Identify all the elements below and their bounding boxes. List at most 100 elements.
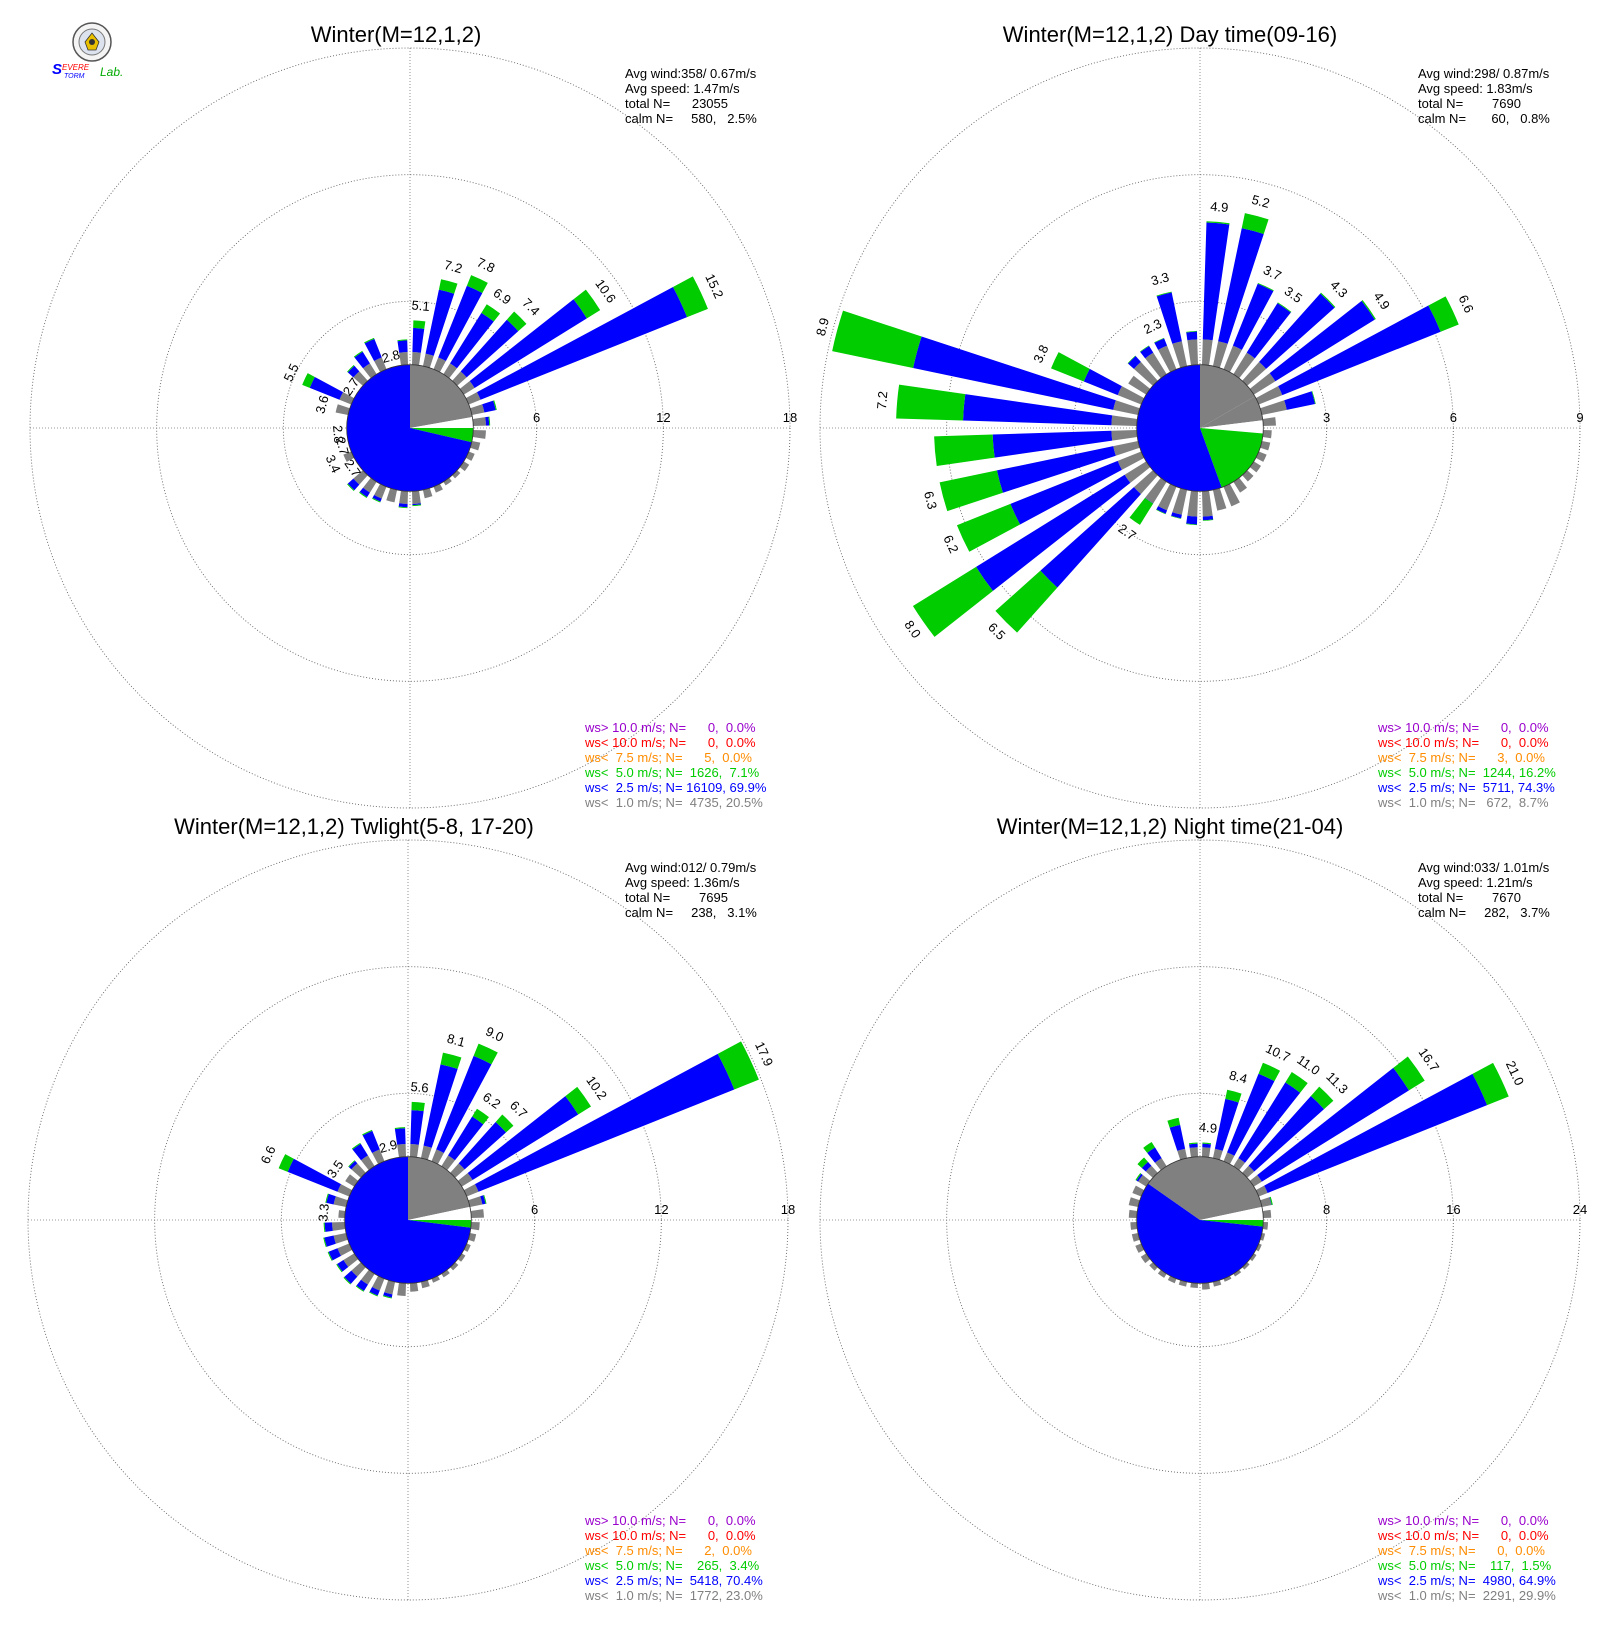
sector-label: 8.0 bbox=[901, 617, 924, 640]
bar-segment-lt1 bbox=[452, 470, 461, 479]
sector-bar-165 bbox=[420, 1280, 430, 1289]
sector-bar-55: 10.2 bbox=[457, 1073, 610, 1187]
bar-segment-lt5 bbox=[1393, 1056, 1425, 1091]
bar-segment-lt2_5 bbox=[1257, 1067, 1409, 1182]
bar-segment-lt1 bbox=[1255, 451, 1267, 462]
sector-bar-55: 4.9 bbox=[1249, 289, 1393, 395]
stats-line: Avg wind:358/ 0.67m/s bbox=[625, 66, 757, 81]
bar-segment-lt1 bbox=[1124, 461, 1151, 483]
windrose-panel-3: 6 12 185.68.1 9.06.2 6.710.217.93.36.63.52.9… bbox=[27, 814, 795, 1603]
sector-bar-35: 6.2 bbox=[441, 1089, 503, 1171]
ring-label: 6 bbox=[531, 1202, 538, 1217]
bar-segment-lt2_5 bbox=[425, 289, 455, 356]
center-pie-slice bbox=[408, 1206, 472, 1220]
bar-segment-lt2_5 bbox=[1202, 222, 1230, 341]
center-pie-slice bbox=[1200, 364, 1255, 428]
bar-segment-lt5 bbox=[369, 1291, 378, 1297]
bar-segment-lt1 bbox=[452, 371, 467, 386]
sector-bar-135 bbox=[452, 470, 461, 479]
center-pie-slice bbox=[1136, 1183, 1263, 1284]
stats-line: Avg speed: 1.83m/s bbox=[1418, 81, 1533, 96]
bar-segment-lt1 bbox=[1223, 1275, 1232, 1282]
bar-segment-lt5 bbox=[347, 483, 355, 491]
stats-line: total N= 23055 bbox=[625, 96, 728, 111]
bar-segment-lt2_5 bbox=[324, 1222, 333, 1232]
bar-segment-lt5 bbox=[1320, 292, 1336, 308]
bar-segment-lt1 bbox=[1128, 1209, 1138, 1219]
sector-bar-345: 3.3 bbox=[1149, 269, 1188, 368]
sector-label: 17.9 bbox=[752, 1039, 776, 1068]
center-pie-slice bbox=[1200, 396, 1263, 428]
sector-bar-95 bbox=[1262, 1221, 1269, 1230]
bar-segment-lt2_5 bbox=[397, 340, 408, 353]
bar-segment-lt5 bbox=[1186, 330, 1197, 333]
bar-segment-lt1 bbox=[433, 357, 446, 373]
bar-segment-lt5 bbox=[362, 1129, 373, 1136]
bar-segment-lt5 bbox=[1137, 1157, 1148, 1168]
sector-bar-115 bbox=[463, 1243, 471, 1252]
sector-bar-175 bbox=[1201, 490, 1214, 521]
bar-segment-lt2_5 bbox=[412, 327, 425, 353]
bar-segment-lt2_5 bbox=[1010, 460, 1122, 525]
sector-label: 6.6 bbox=[1456, 293, 1477, 316]
legend-entry: ws< 2.5 m/s; N= 4980, 64.9% bbox=[1377, 1573, 1556, 1588]
bar-segment-lt5 bbox=[343, 1277, 351, 1285]
sector-bar-15: 8.1 bbox=[420, 1031, 467, 1160]
center-pie-slice bbox=[408, 1220, 472, 1228]
bar-segment-lt1 bbox=[1233, 1269, 1242, 1277]
sector-bar-125 bbox=[1249, 461, 1262, 473]
bar-segment-lt1 bbox=[1187, 490, 1199, 517]
legend-entry: ws< 5.0 m/s; N= 1244, 16.2% bbox=[1377, 765, 1556, 780]
sector-bar-205 bbox=[369, 1275, 385, 1297]
frequency-ring bbox=[819, 47, 1581, 809]
legend-entry: ws< 2.5 m/s; N= 16109, 69.9% bbox=[584, 780, 767, 795]
bar-segment-lt2_5 bbox=[480, 1195, 486, 1205]
bar-segment-lt1 bbox=[1128, 375, 1151, 395]
sector-bar-85 bbox=[1262, 417, 1276, 427]
sector-label: 7.2 bbox=[443, 257, 464, 276]
frequency-ring bbox=[946, 966, 1454, 1474]
bar-segment-lt1 bbox=[1172, 341, 1188, 368]
sector-bar-335 bbox=[364, 337, 387, 373]
bar-segment-lt1 bbox=[441, 1155, 455, 1171]
sector-label: 5.5 bbox=[280, 361, 301, 384]
bar-segment-lt2_5 bbox=[976, 474, 1131, 591]
sector-bar-285 bbox=[325, 1193, 348, 1208]
sector-bar-125 bbox=[459, 461, 470, 472]
center-pie-slice bbox=[1200, 428, 1264, 488]
sector-bar-205 bbox=[1167, 1275, 1177, 1284]
bar-segment-lt5 bbox=[347, 365, 355, 373]
svg-text:S: S bbox=[52, 61, 62, 78]
bar-segment-lt1 bbox=[1145, 477, 1167, 504]
bar-segment-lt5 bbox=[912, 566, 993, 637]
bar-segment-lt2_5 bbox=[326, 1193, 336, 1205]
bar-segment-lt5 bbox=[355, 1285, 365, 1292]
sector-bar-65: 17.9 bbox=[463, 1039, 776, 1197]
legend-entry: ws< 1.0 m/s; N= 672, 8.7% bbox=[1377, 795, 1549, 810]
bar-segment-lt5 bbox=[573, 289, 601, 319]
bar-segment-lt5 bbox=[364, 337, 375, 344]
bar-segment-lt5 bbox=[1277, 302, 1292, 313]
bar-segment-lt2_5 bbox=[354, 351, 370, 369]
bar-segment-lt1 bbox=[1201, 339, 1213, 366]
bar-segment-lt1 bbox=[468, 1232, 477, 1242]
sector-bar-195 bbox=[1170, 488, 1188, 519]
sector-bar-75 bbox=[1260, 1196, 1273, 1208]
sector-bar-25: 9.0 bbox=[431, 1024, 506, 1165]
bar-segment-lt1 bbox=[1138, 1174, 1151, 1187]
bar-segment-lt5 bbox=[1051, 352, 1090, 382]
bar-segment-lt1 bbox=[1223, 345, 1242, 373]
ring-label: 3 bbox=[1323, 410, 1330, 425]
legend-entry: ws< 7.5 m/s; N= 2, 0.0% bbox=[584, 1543, 752, 1558]
bar-segment-lt1 bbox=[351, 1163, 366, 1178]
bar-segment-lt2_5 bbox=[1040, 487, 1141, 588]
bar-segment-lt5 bbox=[359, 491, 368, 498]
sector-label: 8.1 bbox=[445, 1031, 466, 1050]
bar-segment-lt2_5 bbox=[1202, 515, 1214, 521]
bar-segment-lt1 bbox=[1262, 429, 1272, 439]
bar-segment-lt1 bbox=[1158, 483, 1177, 511]
ring-label: 12 bbox=[656, 410, 670, 425]
sector-bar-35: 3.5 bbox=[1233, 283, 1305, 379]
bar-segment-lt1 bbox=[337, 1184, 353, 1197]
